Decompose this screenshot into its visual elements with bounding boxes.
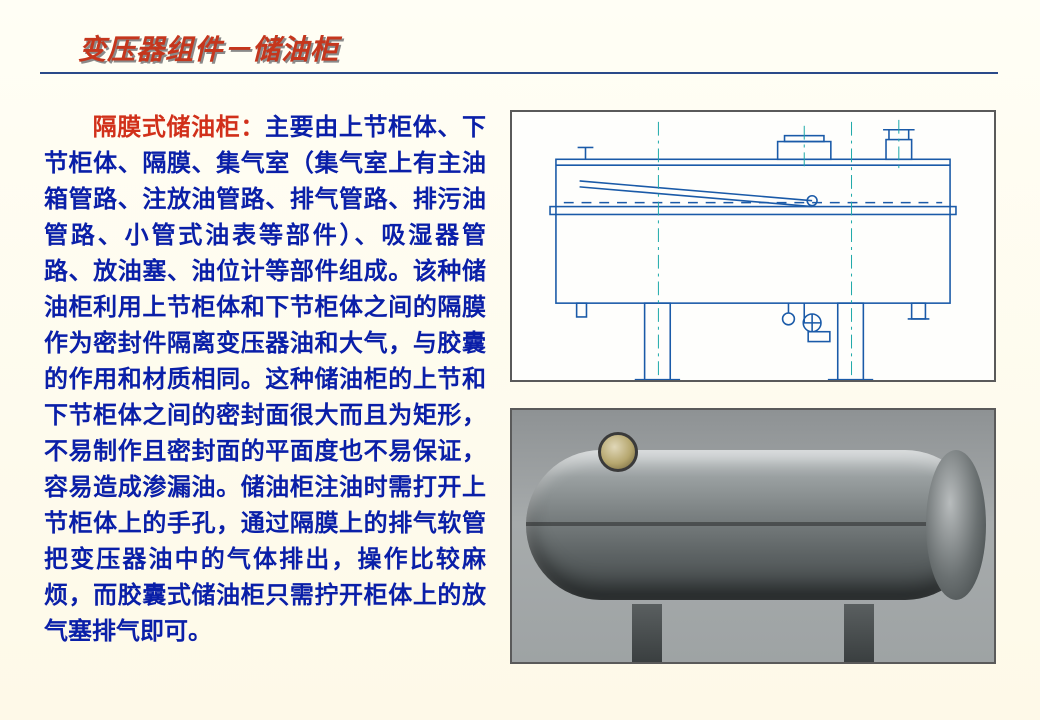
figure-diagram bbox=[510, 110, 996, 382]
content-row: 隔膜式储油柜：主要由上节柜体、下节柜体、隔膜、集气室（集气室上有主油箱管路、注放… bbox=[44, 110, 996, 690]
tank-leg-left bbox=[632, 604, 662, 662]
tank-leg-right bbox=[844, 604, 874, 662]
figure-photo bbox=[510, 408, 996, 664]
tank-endcap bbox=[926, 450, 986, 600]
tank-seam bbox=[526, 522, 980, 526]
tank-schematic-svg bbox=[512, 112, 994, 380]
lead-label: 隔膜式储油柜： bbox=[92, 115, 265, 141]
title-underline bbox=[40, 72, 998, 74]
text-column: 隔膜式储油柜：主要由上节柜体、下节柜体、隔膜、集气室（集气室上有主油箱管路、注放… bbox=[44, 110, 486, 690]
title-bar: 变压器组件－储油柜 变压器组件－储油柜 bbox=[78, 28, 998, 68]
figure-column bbox=[510, 110, 996, 690]
body-text: 主要由上节柜体、下节柜体、隔膜、集气室（集气室上有主油箱管路、注放油管路、排气管… bbox=[44, 115, 486, 645]
tank-gauge bbox=[598, 432, 638, 472]
body-paragraph: 隔膜式储油柜：主要由上节柜体、下节柜体、隔膜、集气室（集气室上有主油箱管路、注放… bbox=[44, 110, 486, 650]
page-title: 变压器组件－储油柜 bbox=[78, 28, 998, 68]
